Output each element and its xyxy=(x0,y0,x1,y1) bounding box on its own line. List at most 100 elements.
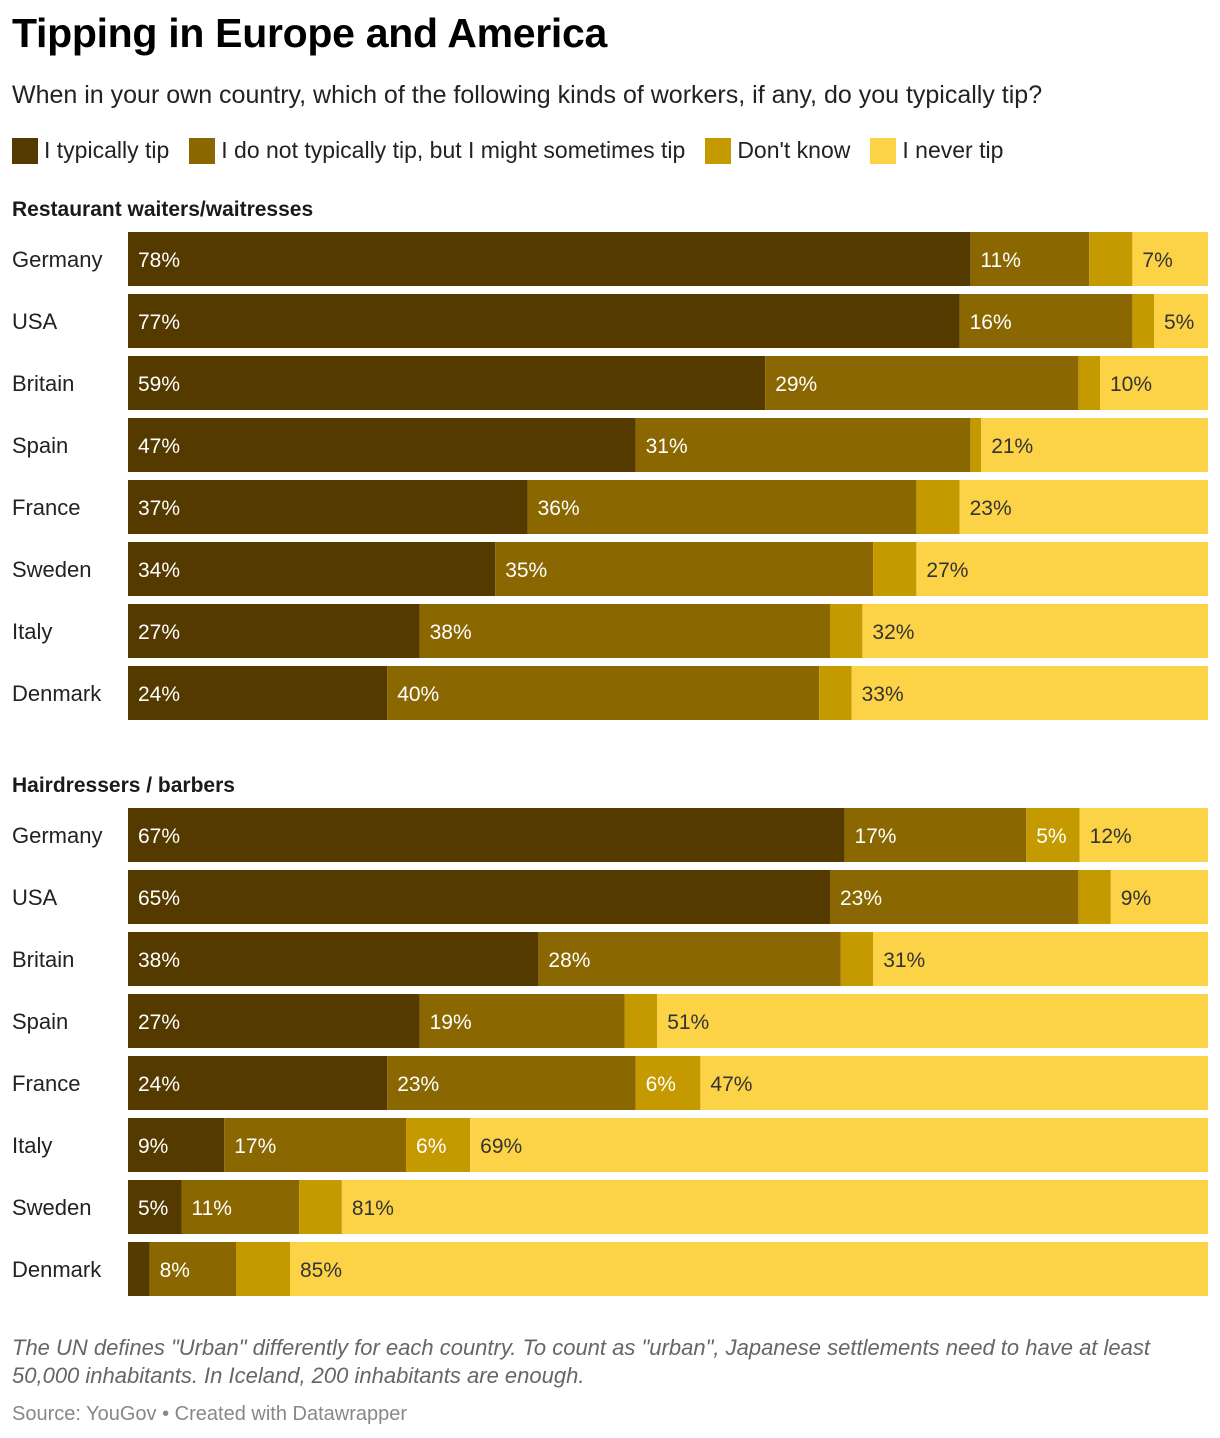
legend-swatch-sometimes-tip xyxy=(189,137,216,164)
bar-segment-sometimes-tip xyxy=(181,1180,300,1234)
data-label: 78% xyxy=(138,249,180,272)
bar-segment-sometimes-tip xyxy=(538,932,841,986)
legend-swatch-typically-tip xyxy=(12,137,38,164)
data-label: 85% xyxy=(300,1259,342,1282)
chart-title: Tipping in Europe and America xyxy=(12,10,607,56)
panel-title: Restaurant waiters/waitresses xyxy=(12,198,313,221)
data-label: 34% xyxy=(138,559,180,582)
bar-row: Denmark 8% 85% xyxy=(12,1242,1208,1296)
bar-segment-never-tip xyxy=(981,418,1208,472)
bar-segment-sometimes-tip xyxy=(635,418,971,472)
data-label: 5% xyxy=(1036,825,1066,848)
bar-segment-typically-tip xyxy=(128,1056,388,1110)
data-label: 27% xyxy=(138,1011,180,1034)
legend-swatch-dont-know xyxy=(705,137,732,164)
panel-title: Hairdressers / barbers xyxy=(12,774,235,797)
bar-segment-sometimes-tip xyxy=(765,356,1079,410)
category-label: Italy xyxy=(12,1133,52,1158)
category-label: Sweden xyxy=(12,1195,92,1220)
category-label: Sweden xyxy=(12,557,92,582)
bar-segment-sometimes-tip xyxy=(387,666,820,720)
bar-segment-dont-know xyxy=(840,932,874,986)
bar-segment-sometimes-tip xyxy=(419,994,625,1048)
bar-segment-sometimes-tip xyxy=(387,1056,636,1110)
bar-segment-typically-tip xyxy=(128,1118,225,1172)
data-label: 37% xyxy=(138,497,180,520)
data-label: 24% xyxy=(138,683,180,706)
data-label: 11% xyxy=(191,1197,231,1220)
data-label: 5% xyxy=(138,1197,168,1220)
bar-segment-sometimes-tip xyxy=(495,542,874,596)
bar-segment-never-tip xyxy=(916,542,1208,596)
bar-segment-never-tip xyxy=(700,1056,1208,1110)
category-label: Italy xyxy=(12,619,52,644)
data-label: 33% xyxy=(862,683,904,706)
bar-segment-typically-tip xyxy=(128,480,528,534)
bar-segment-typically-tip xyxy=(128,232,971,286)
bar-segment-never-tip xyxy=(851,666,1208,720)
bar-segment-typically-tip xyxy=(128,666,388,720)
bar-segment-dont-know xyxy=(970,418,982,472)
legend-label-never-tip: I never tip xyxy=(902,137,1004,163)
bar-segment-dont-know xyxy=(1132,294,1154,348)
bar-segment-typically-tip xyxy=(128,932,539,986)
legend-item-never-tip: I never tip xyxy=(870,137,1003,164)
data-label: 36% xyxy=(538,497,580,520)
bar-segment-sometimes-tip xyxy=(149,1242,236,1296)
legend-label-typically-tip: I typically tip xyxy=(44,137,170,163)
bar-segment-never-tip xyxy=(1100,356,1208,410)
data-label: 9% xyxy=(138,1135,168,1158)
bar-row: Britain 38% 28% 31% xyxy=(12,932,1208,986)
data-label: 5% xyxy=(1164,311,1194,334)
category-label: USA xyxy=(12,885,58,910)
legend-label-sometimes-tip: I do not typically tip, but I might some… xyxy=(221,137,686,163)
bar-segment-dont-know xyxy=(1078,870,1111,924)
category-label: Britain xyxy=(12,371,74,396)
data-label: 16% xyxy=(970,311,1012,334)
bar-segment-never-tip xyxy=(470,1118,1208,1172)
bar-segment-typically-tip xyxy=(128,994,420,1048)
bar-segment-never-tip xyxy=(862,604,1208,658)
bar-segment-never-tip xyxy=(657,994,1208,1048)
data-label: 24% xyxy=(138,1073,180,1096)
data-label: 12% xyxy=(1090,825,1132,848)
bar-segment-dont-know xyxy=(299,1180,342,1234)
panel-1: Restaurant waiters/waitresses Germany 78% 1… xyxy=(12,198,1208,720)
bar-row: Denmark 24% 40% 33% xyxy=(12,666,1208,720)
bar-segment-dont-know xyxy=(624,994,658,1048)
chart-notes: The UN defines "Urban" differently for e… xyxy=(12,1335,1150,1388)
bar-segment-sometimes-tip xyxy=(527,480,917,534)
category-label: Spain xyxy=(12,1009,68,1034)
bar-segment-never-tip xyxy=(1110,870,1208,924)
data-label: 29% xyxy=(775,373,817,396)
bar-segment-never-tip xyxy=(1079,808,1208,862)
data-label: 47% xyxy=(138,435,180,458)
data-label: 21% xyxy=(991,435,1033,458)
bar-segment-dont-know xyxy=(830,604,863,658)
data-label: 19% xyxy=(430,1011,472,1034)
legend-item-sometimes-tip: I do not typically tip, but I might some… xyxy=(189,137,685,164)
bar-segment-dont-know xyxy=(1026,808,1080,862)
data-label: 81% xyxy=(352,1197,394,1220)
data-label: 40% xyxy=(397,683,439,706)
bar-segment-dont-know xyxy=(819,666,852,720)
bar-row: Italy 27% 38% 32% xyxy=(12,604,1208,658)
bar-row: Britain 59% 29% 10% xyxy=(12,356,1208,410)
bar-segment-never-tip xyxy=(959,480,1208,534)
category-label: Spain xyxy=(12,433,68,458)
data-label: 8% xyxy=(160,1259,190,1282)
bar-segment-sometimes-tip xyxy=(959,294,1133,348)
bar-segment-never-tip xyxy=(873,932,1208,986)
bar-segment-never-tip xyxy=(341,1180,1208,1234)
category-label: Germany xyxy=(12,823,102,848)
bar-segment-typically-tip xyxy=(128,604,420,658)
data-label: 67% xyxy=(138,825,180,848)
bar-segment-sometimes-tip xyxy=(419,604,830,658)
data-label: 6% xyxy=(646,1073,676,1096)
bar-segment-sometimes-tip xyxy=(830,870,1079,924)
bar-segment-dont-know xyxy=(236,1242,290,1296)
bar-row: USA 65% 23% 9% xyxy=(12,870,1208,924)
bar-segment-never-tip xyxy=(1132,232,1208,286)
bar-segment-dont-know xyxy=(873,542,917,596)
category-label: Germany xyxy=(12,247,102,272)
